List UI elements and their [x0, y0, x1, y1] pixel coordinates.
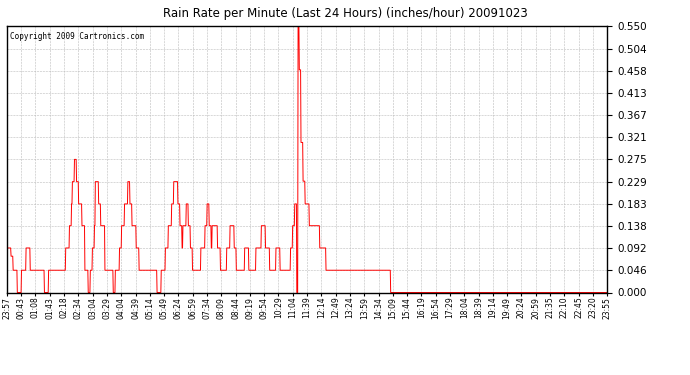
- Text: Copyright 2009 Cartronics.com: Copyright 2009 Cartronics.com: [10, 32, 144, 40]
- Text: Rain Rate per Minute (Last 24 Hours) (inches/hour) 20091023: Rain Rate per Minute (Last 24 Hours) (in…: [163, 8, 527, 21]
